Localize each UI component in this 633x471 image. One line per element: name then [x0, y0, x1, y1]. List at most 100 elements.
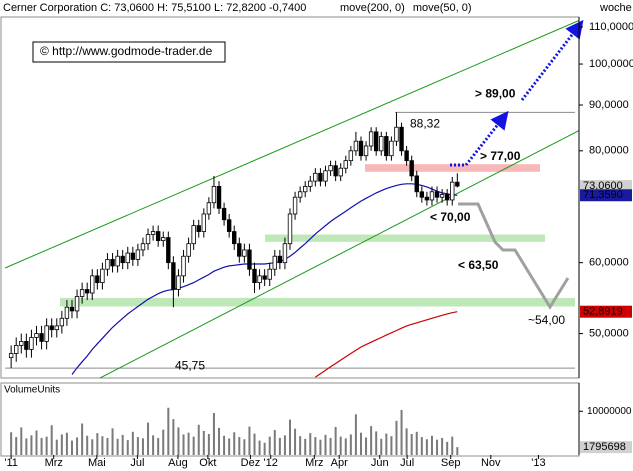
candle-body: [125, 252, 130, 264]
volume-bar: [197, 424, 200, 455]
candle-body: [247, 249, 252, 270]
legend-entry: move(200, 0): [340, 2, 405, 14]
candle-body: [19, 341, 24, 346]
price-label-box: [580, 305, 632, 318]
candle-body: [100, 268, 105, 284]
volume-bar: [380, 438, 383, 455]
volume-bar: [294, 428, 297, 455]
x-tick-label: Mrz: [305, 457, 323, 469]
volume-title: VolumeUnits: [4, 385, 60, 396]
x-tick-label: Apr: [331, 457, 348, 469]
candle-body: [444, 194, 450, 201]
volume-bar: [420, 437, 423, 455]
zone: [365, 164, 540, 172]
annotation: > 89,00: [475, 87, 516, 101]
volume-bar: [304, 438, 307, 455]
candle-body: [150, 231, 156, 235]
volume-bar: [334, 427, 337, 455]
candle-body: [363, 145, 369, 157]
price-label: 73,0600: [583, 180, 623, 192]
x-tick-label: Okt: [199, 457, 216, 469]
candle-body: [429, 191, 435, 201]
zone: [60, 297, 575, 307]
volume-bar: [218, 427, 221, 455]
volume-bar: [344, 438, 347, 455]
volume-bar: [111, 428, 114, 455]
copyright: © http://www.godmode-trader.de: [40, 44, 213, 58]
candle-body: [24, 341, 29, 350]
volume-bar: [248, 426, 251, 455]
y-tick-label: 60,0000: [589, 257, 629, 269]
annotation: 45,75: [175, 358, 205, 372]
candle-body: [79, 289, 85, 297]
candle-body: [135, 249, 141, 260]
volume-bar: [314, 437, 317, 455]
volume-bar: [385, 433, 388, 455]
plot-layer: [8, 112, 460, 378]
candle-body: [373, 131, 379, 152]
candle-body: [69, 306, 75, 312]
volume-bar: [359, 432, 362, 455]
candle-body: [338, 167, 343, 177]
candle-body: [59, 317, 65, 327]
arrow-up-short: [450, 110, 509, 167]
candle-body: [384, 136, 389, 157]
candle-body: [14, 345, 19, 354]
volume-bar: [91, 439, 94, 455]
candle-body: [419, 191, 425, 198]
x-tick-label: Jun: [371, 457, 389, 469]
volume-bar: [147, 422, 150, 455]
volume-label: 1795698: [583, 441, 626, 453]
candle-body: [252, 268, 257, 284]
volume-bar: [456, 447, 459, 455]
legend-entry: move(50, 0): [413, 2, 472, 14]
volume-bar: [10, 432, 13, 455]
volume-bar: [131, 431, 134, 455]
y-tick-label: 90,0000: [589, 99, 629, 111]
annotation: < 63,50: [458, 258, 499, 272]
candle-body: [439, 194, 445, 198]
candle-body: [394, 126, 399, 142]
candle-body: [308, 180, 313, 187]
volume-bar: [202, 430, 205, 455]
volume-bar: [273, 430, 276, 455]
volume-bar: [238, 437, 241, 455]
candle-body: [277, 255, 283, 264]
volume-bar: [152, 435, 155, 455]
candle-body: [176, 275, 181, 290]
channel-upper: [4, 19, 579, 269]
candle-body: [39, 333, 44, 342]
volume-bar: [263, 442, 266, 455]
candle-body: [191, 225, 196, 245]
x-tick-label: Mai: [88, 457, 106, 469]
candle-body: [323, 170, 328, 182]
candle-body: [450, 181, 455, 201]
volume-bar: [354, 414, 357, 455]
arrow-up-long: [520, 19, 584, 101]
x-tick-label: Aug: [168, 457, 188, 469]
header: Cerner Corporation C: 73,0600 H: 75,5100…: [3, 2, 306, 14]
price-label-box: [580, 180, 632, 193]
annotation: > 77,00: [480, 149, 521, 163]
candle-body: [282, 243, 288, 264]
volume-bar: [187, 432, 190, 455]
candle-body: [292, 196, 298, 215]
candle-body: [49, 325, 54, 331]
volume-bar: [60, 434, 63, 455]
candle-body: [368, 131, 374, 147]
volume-bar: [30, 435, 33, 455]
ma-line: [71, 183, 458, 375]
period: woche: [599, 2, 632, 14]
y-tick-label: 110,0000: [589, 21, 633, 33]
candle-body: [297, 191, 303, 198]
candle-body: [95, 275, 100, 284]
y-tick-label: 80,0000: [589, 145, 629, 157]
candle-body: [29, 337, 34, 350]
volume-bar: [430, 435, 433, 455]
volume-bar: [126, 440, 129, 455]
volume-bar: [243, 439, 246, 455]
candle-body: [328, 165, 333, 172]
candle-body: [287, 213, 293, 245]
volume-bar: [278, 437, 281, 455]
volume-bar: [415, 431, 418, 455]
